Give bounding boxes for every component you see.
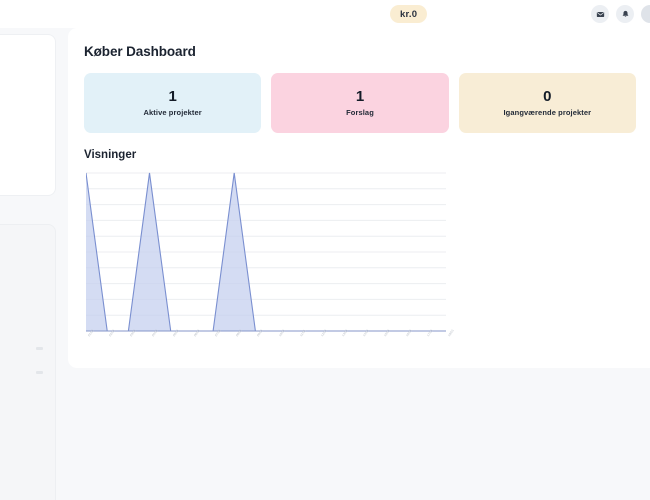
stats-row: 1 Aktive projekter 1 Forslag 0 Igangvære… <box>84 73 636 133</box>
stat-value: 1 <box>168 88 177 105</box>
envelope-icon <box>596 10 605 19</box>
stat-card-proposals[interactable]: 1 Forslag <box>271 73 449 133</box>
sidebar-card-top[interactable] <box>0 34 56 196</box>
main-content-card: Køber Dashboard 1 Aktive projekter 1 For… <box>68 28 650 368</box>
bell-icon <box>621 10 630 19</box>
stat-label: Igangværende projekter <box>503 108 592 117</box>
views-area-chart[interactable]: 01/01 02/01 03/01 04/01 05/01 06/01 07/01 08/01… <box>86 171 455 351</box>
stat-label: Forslag <box>346 108 374 117</box>
sidebar-item-icon[interactable] <box>36 347 43 350</box>
page-title: Køber Dashboard <box>84 44 196 59</box>
top-bar-left-spacer <box>0 0 390 28</box>
top-bar: kr.0 <box>0 0 650 28</box>
balance-badge: kr.0 <box>390 5 428 23</box>
stat-label: Aktive projekter <box>143 108 202 117</box>
x-axis-tick-label: 18/01 <box>447 328 455 338</box>
sidebar-card-bottom[interactable] <box>0 224 56 500</box>
chart-section: Visninger 01/01 02/01 03/01 04/01 05/01 06/01… <box>84 149 636 351</box>
sidebar <box>0 28 68 500</box>
notifications-button[interactable] <box>616 5 634 23</box>
chart-x-axis-labels: 01/01 02/01 03/01 04/01 05/01 06/01 07/01 08/01… <box>86 328 455 351</box>
stat-card-ongoing-projects[interactable]: 0 Igangværende projekter <box>458 73 636 133</box>
messages-button[interactable] <box>591 5 609 23</box>
chart-area-fill <box>86 173 446 331</box>
chart-title: Visninger <box>84 149 137 161</box>
avatar[interactable] <box>641 5 650 23</box>
stat-value: 1 <box>355 88 365 105</box>
top-bar-actions <box>591 5 650 23</box>
stat-value: 0 <box>543 88 552 105</box>
chart-canvas <box>86 172 446 332</box>
sidebar-item-icon[interactable] <box>36 371 43 374</box>
stat-card-active-projects[interactable]: 1 Aktive projekter <box>84 73 262 133</box>
